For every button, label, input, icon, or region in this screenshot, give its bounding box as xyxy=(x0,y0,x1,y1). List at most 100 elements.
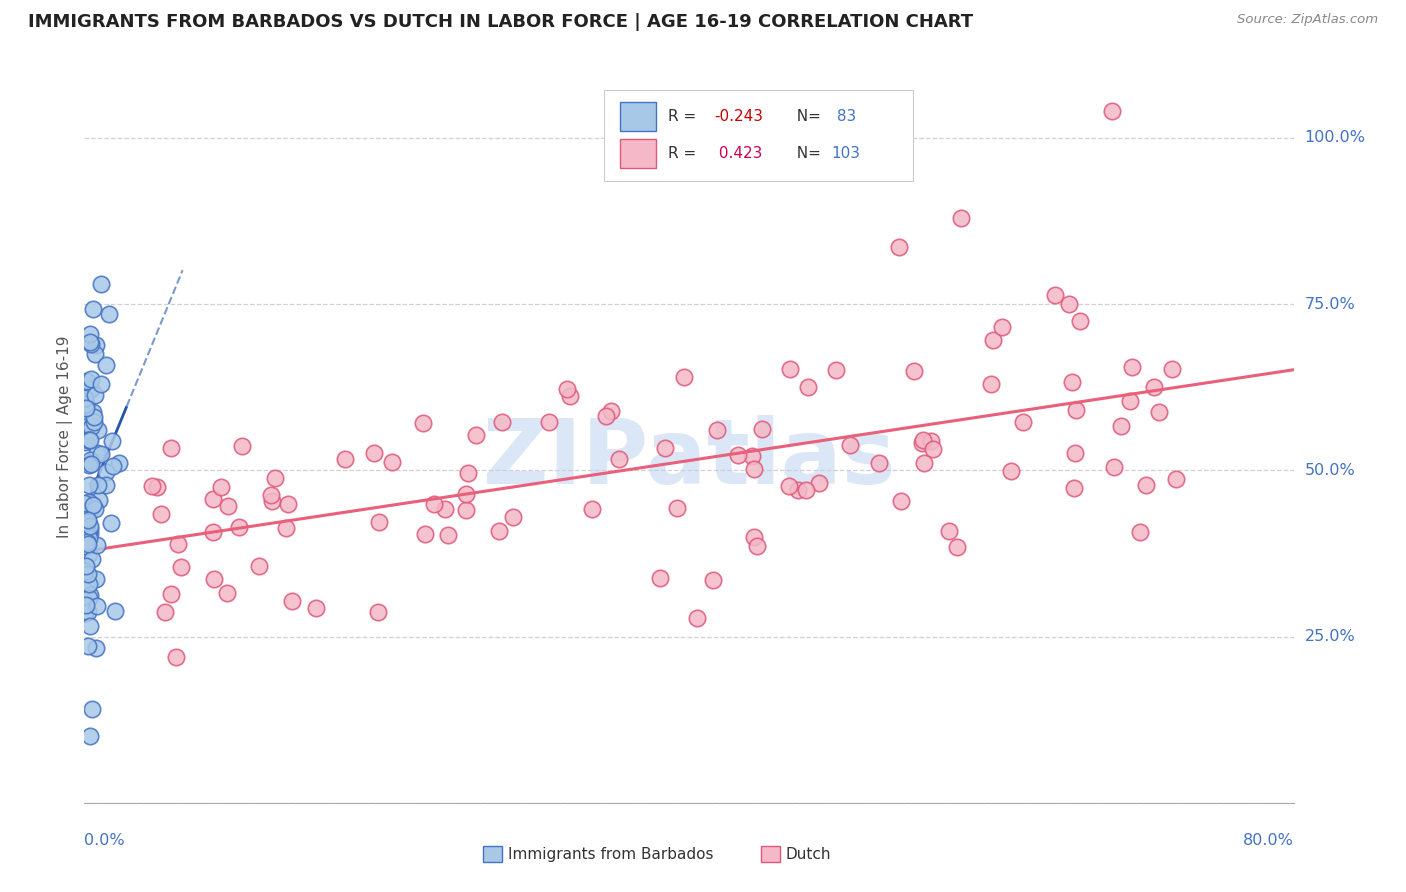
Point xyxy=(912,456,935,470)
Point xyxy=(202,572,225,586)
Point xyxy=(436,528,458,542)
Point xyxy=(149,508,172,522)
Point xyxy=(595,409,617,424)
Point xyxy=(80,457,103,471)
Point xyxy=(94,358,117,372)
Point xyxy=(368,515,391,529)
Point xyxy=(217,499,239,513)
Point xyxy=(76,527,98,541)
Point xyxy=(1012,415,1035,429)
Point xyxy=(73,420,96,434)
Point xyxy=(86,538,108,552)
Point xyxy=(76,513,98,527)
Point xyxy=(742,530,765,544)
Point xyxy=(73,606,96,620)
Text: ZIPatlas: ZIPatlas xyxy=(482,415,896,503)
Point xyxy=(910,436,932,450)
Point xyxy=(153,605,176,619)
FancyBboxPatch shape xyxy=(620,138,657,168)
Point xyxy=(76,581,98,595)
Point xyxy=(82,302,104,317)
Point xyxy=(75,391,97,405)
Point xyxy=(1101,104,1123,119)
Point xyxy=(75,540,97,554)
Point xyxy=(215,585,238,599)
Point xyxy=(786,483,808,497)
Point xyxy=(1119,393,1142,408)
Point xyxy=(76,534,98,549)
Point xyxy=(555,382,578,396)
Point xyxy=(825,363,848,377)
Point xyxy=(146,479,169,493)
Text: 0.0%: 0.0% xyxy=(84,833,125,848)
Text: 103: 103 xyxy=(831,145,860,161)
Point xyxy=(160,587,183,601)
Point xyxy=(779,362,801,376)
Point xyxy=(77,434,100,448)
Point xyxy=(76,512,98,526)
Point xyxy=(465,427,488,442)
Point xyxy=(412,416,434,430)
FancyBboxPatch shape xyxy=(620,102,657,131)
Point xyxy=(80,336,103,351)
Point xyxy=(141,478,163,492)
Point xyxy=(599,404,621,418)
Text: -0.243: -0.243 xyxy=(714,109,763,124)
Point xyxy=(912,434,935,448)
Point xyxy=(454,487,477,501)
Point xyxy=(75,598,97,612)
Point xyxy=(170,560,193,574)
Point xyxy=(1143,380,1166,394)
Point xyxy=(889,240,911,254)
Point xyxy=(797,380,820,394)
Point xyxy=(90,277,112,292)
Point xyxy=(742,462,765,476)
Point xyxy=(79,326,101,341)
Point xyxy=(79,522,101,536)
Point xyxy=(950,211,973,225)
Point xyxy=(381,455,404,469)
Point xyxy=(1102,459,1125,474)
Point xyxy=(686,610,709,624)
Point xyxy=(160,442,183,456)
Point xyxy=(1149,405,1171,419)
Point xyxy=(727,448,749,462)
Point xyxy=(1045,287,1067,301)
Point xyxy=(79,619,101,633)
Point xyxy=(201,524,224,539)
Point xyxy=(938,524,960,538)
Point xyxy=(76,526,98,541)
Text: 50.0%: 50.0% xyxy=(1305,463,1355,478)
Point xyxy=(80,371,103,385)
Point xyxy=(1129,525,1152,540)
Point xyxy=(76,567,98,582)
Point xyxy=(456,502,478,516)
Point xyxy=(991,319,1014,334)
Point xyxy=(488,524,510,539)
Point xyxy=(75,401,97,415)
Point xyxy=(79,433,101,447)
Point xyxy=(247,558,270,573)
Point xyxy=(980,376,1002,391)
Point xyxy=(333,452,356,467)
FancyBboxPatch shape xyxy=(762,846,780,862)
Point xyxy=(77,605,100,619)
Point xyxy=(838,438,860,452)
Point xyxy=(89,492,111,507)
Point xyxy=(104,604,127,618)
Point xyxy=(79,519,101,533)
Point xyxy=(75,414,97,428)
Point xyxy=(90,447,112,461)
Text: IMMIGRANTS FROM BARBADOS VS DUTCH IN LABOR FORCE | AGE 16-19 CORRELATION CHART: IMMIGRANTS FROM BARBADOS VS DUTCH IN LAB… xyxy=(28,13,973,31)
Point xyxy=(276,521,298,535)
Point xyxy=(100,434,122,448)
Text: R =: R = xyxy=(668,109,702,124)
Point xyxy=(922,442,945,456)
Text: 100.0%: 100.0% xyxy=(1305,130,1365,145)
Point xyxy=(280,594,302,608)
Point xyxy=(702,573,724,587)
Point xyxy=(73,564,96,578)
Point xyxy=(1111,418,1133,433)
Point xyxy=(654,441,676,455)
Point xyxy=(79,729,101,743)
